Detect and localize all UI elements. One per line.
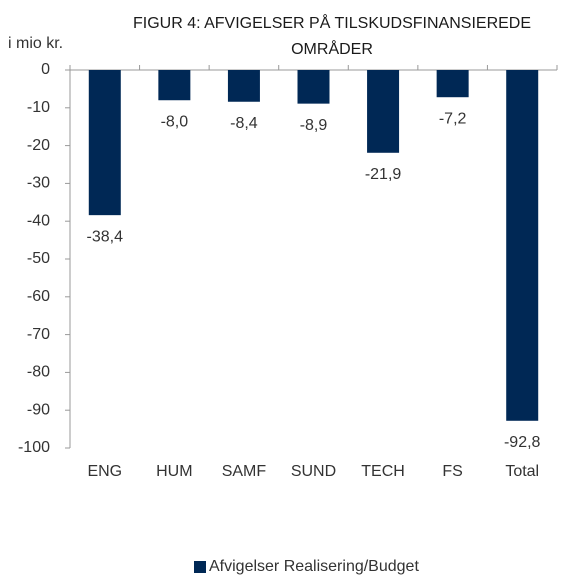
- x-tick-label: Total: [505, 463, 539, 480]
- data-label: -8,0: [161, 113, 189, 130]
- x-tick-label: SUND: [291, 463, 336, 480]
- y-tick-label: 0: [41, 61, 50, 78]
- data-label: -8,9: [300, 117, 328, 134]
- x-tick-label: HUM: [156, 463, 192, 480]
- x-tick-label: FS: [442, 463, 462, 480]
- y-tick-label: -60: [27, 288, 50, 305]
- bar: [227, 70, 260, 102]
- data-label: -8,4: [230, 115, 258, 132]
- legend-label: Afvigelser Realisering/Budget: [209, 558, 419, 575]
- x-tick-label: SAMF: [222, 463, 267, 480]
- data-label: -38,4: [87, 228, 124, 245]
- y-tick-label: -10: [27, 99, 50, 116]
- y-tick-label: -70: [27, 326, 50, 343]
- y-tick-label: -30: [27, 175, 50, 192]
- x-tick-label: ENG: [87, 463, 122, 480]
- data-label: -21,9: [365, 166, 402, 183]
- data-label: -7,2: [439, 110, 467, 127]
- y-tick-label: -40: [27, 212, 50, 229]
- y-tick-label: -100: [18, 439, 50, 456]
- bar: [436, 70, 469, 98]
- y-tick-label: -90: [27, 401, 50, 418]
- chart-title: FIGUR 4: AFVIGELSER PÅ TILSKUDSFINANSIER…: [133, 13, 531, 32]
- x-tick-label: TECH: [361, 463, 405, 480]
- bar: [88, 70, 121, 216]
- chart-title: OMRÅDER: [291, 39, 373, 58]
- y-tick-label: -80: [27, 364, 50, 381]
- y-tick-label: -50: [27, 250, 50, 267]
- bar: [506, 70, 539, 421]
- bar: [297, 70, 330, 104]
- bar: [367, 70, 400, 153]
- y-axis-label: i mio kr.: [8, 35, 63, 52]
- data-label: -92,8: [504, 434, 541, 451]
- bar: [158, 70, 191, 101]
- legend-swatch: [194, 561, 206, 573]
- y-tick-label: -20: [27, 137, 50, 154]
